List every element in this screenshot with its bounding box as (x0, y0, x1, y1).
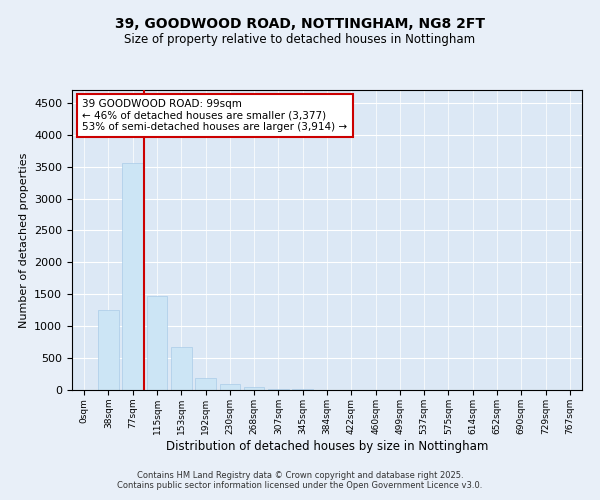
Text: Size of property relative to detached houses in Nottingham: Size of property relative to detached ho… (124, 32, 476, 46)
Bar (220, 384, 240, 390)
X-axis label: Distribution of detached houses by size in Nottingham: Distribution of detached houses by size … (166, 440, 488, 452)
Bar (268, 389, 289, 390)
Bar (244, 387, 265, 390)
Text: 39, GOODWOOD ROAD, NOTTINGHAM, NG8 2FT: 39, GOODWOOD ROAD, NOTTINGHAM, NG8 2FT (115, 18, 485, 32)
Text: 39 GOODWOOD ROAD: 99sqm
← 46% of detached houses are smaller (3,377)
53% of semi: 39 GOODWOOD ROAD: 99sqm ← 46% of detache… (82, 99, 347, 132)
Bar (98, 310, 119, 390)
Y-axis label: Number of detached properties: Number of detached properties (19, 152, 29, 328)
Bar (122, 164, 143, 390)
Bar (171, 346, 191, 390)
Bar (146, 296, 167, 390)
Bar (195, 378, 216, 390)
Text: Contains HM Land Registry data © Crown copyright and database right 2025.
Contai: Contains HM Land Registry data © Crown c… (118, 470, 482, 490)
